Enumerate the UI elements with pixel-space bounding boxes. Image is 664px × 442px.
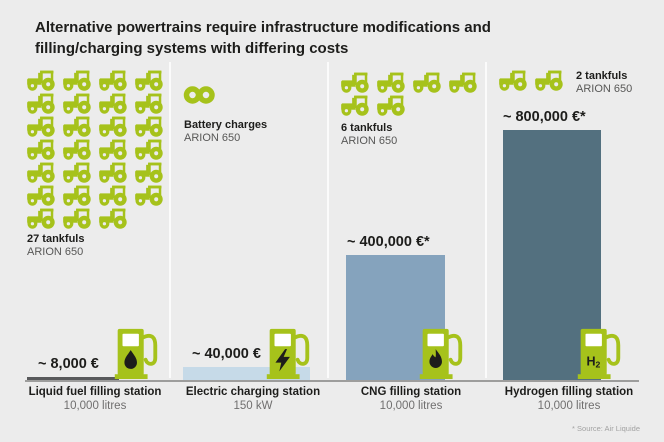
tractor-icon <box>534 69 564 91</box>
station-name: Hydrogen filling station <box>504 386 634 398</box>
chart-title: Alternative powertrains require infrastr… <box>35 19 491 57</box>
tractor-icon <box>62 161 92 183</box>
tankfuls-label: 27 tankfuls <box>27 233 85 245</box>
station-spec: 150 kW <box>233 400 273 412</box>
tankful-pictogram-grid-hydrogen <box>498 69 570 92</box>
tractor-icon <box>134 92 164 114</box>
tractor-icon <box>98 207 128 229</box>
cost-label-liquid: ~ 8,000 € <box>38 356 99 372</box>
cost-label-electric: ~ 40,000 € <box>192 346 261 362</box>
tractor-icon <box>134 138 164 160</box>
usage-block-liquid: 27 tankfuls ARION 650 <box>27 233 84 258</box>
fuel-pump-hydrogen-icon: H2 <box>577 328 621 380</box>
tractor-icon <box>26 115 56 137</box>
cost-label-cng: ~ 400,000 €* <box>347 234 430 250</box>
bar-liquid-fuel <box>27 377 119 380</box>
tractor-icon <box>26 92 56 114</box>
usage-block-electric: Battery charges ARION 650 <box>184 119 267 144</box>
station-spec: 10,000 litres <box>379 400 443 412</box>
usage-block-cng: 6 tankfuls ARION 650 <box>341 122 397 147</box>
baseline-axis <box>25 380 639 382</box>
station-name: Electric charging station <box>185 386 321 398</box>
tractor-icon <box>498 69 528 91</box>
tractor-icon <box>62 115 92 137</box>
tankful-pictogram-grid-liquid <box>26 69 170 230</box>
station-name: CNG filling station <box>360 386 462 398</box>
tractor-icon <box>98 115 128 137</box>
tankfuls-label: 6 tankfuls <box>341 122 393 134</box>
lightning-bolt-icon <box>275 349 290 372</box>
battery-charges-label: Battery charges <box>184 119 268 131</box>
station-label-hydrogen: Hydrogen filling station 10,000 litres <box>489 386 649 412</box>
tractor-icon <box>134 115 164 137</box>
fuel-pump-drop-icon <box>114 328 158 380</box>
tractor-icon <box>26 184 56 206</box>
fuel-drop-icon <box>124 350 137 369</box>
tractor-icon <box>98 161 128 183</box>
station-label-cng: CNG filling station 10,000 litres <box>331 386 491 412</box>
infinity-icon <box>183 86 215 104</box>
tractor-icon <box>340 71 370 93</box>
station-spec: 10,000 litres <box>63 400 127 412</box>
tractor-icon <box>62 138 92 160</box>
tractor-icon <box>62 207 92 229</box>
station-spec: 10,000 litres <box>537 400 601 412</box>
fuel-pump-flame-icon <box>419 328 463 380</box>
tractor-icon <box>412 71 442 93</box>
station-label-electric: Electric charging station 150 kW <box>173 386 333 412</box>
tractor-icon <box>62 69 92 91</box>
station-label-liquid: Liquid fuel filling station 10,000 litre… <box>15 386 175 412</box>
tractor-icon <box>98 92 128 114</box>
tractor-icon <box>134 161 164 183</box>
tractor-icon <box>98 69 128 91</box>
station-name: Liquid fuel filling station <box>28 386 162 398</box>
cost-label-hydrogen: ~ 800,000 €* <box>503 109 586 125</box>
model-label: ARION 650 <box>184 132 241 144</box>
tankfuls-label: 2 tankfuls <box>576 70 628 82</box>
tractor-icon <box>26 69 56 91</box>
tractor-icon <box>134 69 164 91</box>
flame-icon <box>429 349 442 368</box>
fuel-pump-lightning-icon <box>266 328 310 380</box>
tractor-icon <box>26 138 56 160</box>
tankful-pictogram-grid-cng <box>340 71 484 117</box>
tractor-icon <box>376 71 406 93</box>
tractor-icon <box>376 94 406 116</box>
tractor-icon <box>62 184 92 206</box>
model-label: ARION 650 <box>576 83 633 95</box>
tractor-icon <box>98 138 128 160</box>
column-divider <box>485 62 487 378</box>
usage-block-hydrogen: 2 tankfuls ARION 650 <box>498 69 632 95</box>
source-footnote: * Source: Air Liquide <box>572 424 640 433</box>
column-divider <box>327 62 329 378</box>
tractor-icon <box>340 94 370 116</box>
tractor-icon <box>26 161 56 183</box>
model-label: ARION 650 <box>341 135 398 147</box>
tractor-icon <box>26 207 56 229</box>
tractor-icon <box>448 71 478 93</box>
column-divider <box>169 62 171 378</box>
tractor-icon <box>62 92 92 114</box>
model-label: ARION 650 <box>27 246 84 258</box>
tractor-icon <box>134 184 164 206</box>
tractor-icon <box>98 184 128 206</box>
